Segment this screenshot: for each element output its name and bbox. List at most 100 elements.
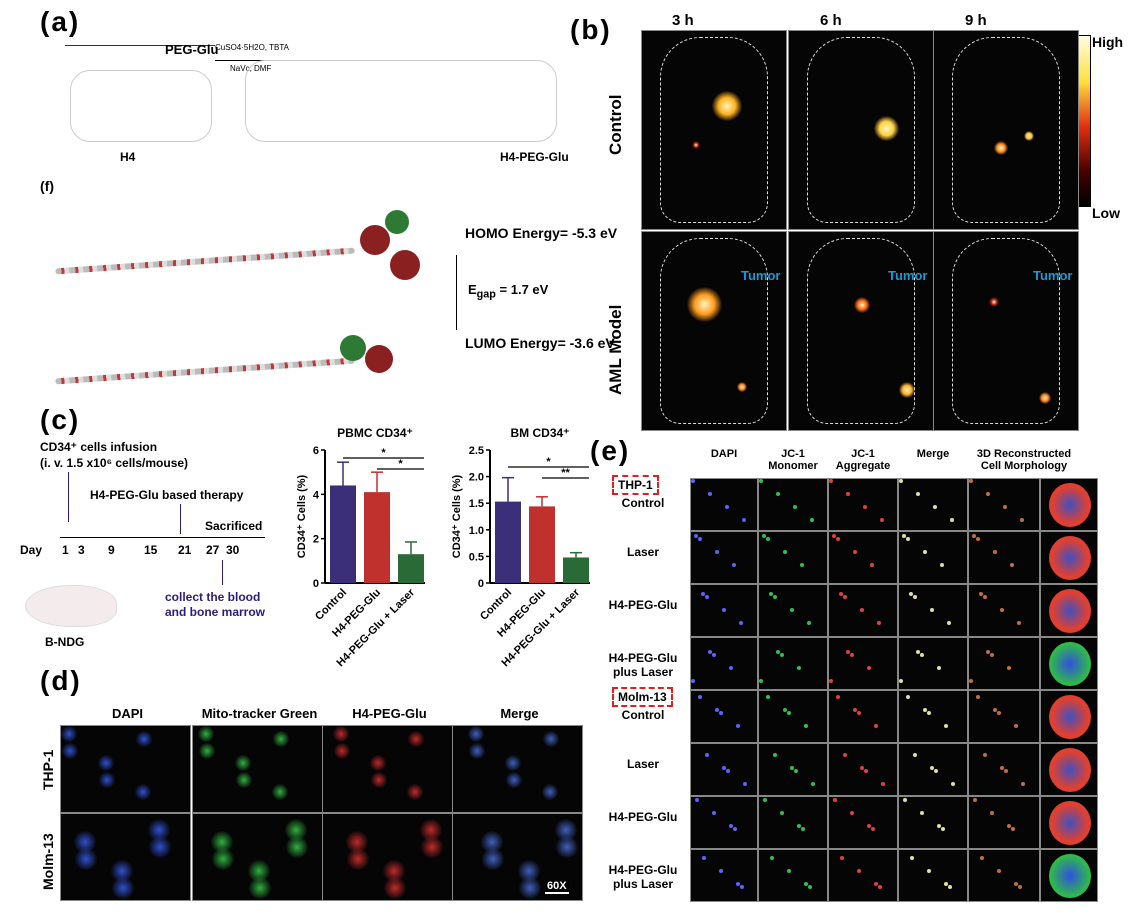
cell	[98, 755, 114, 771]
infusion-text: CD34⁺ cells infusion	[40, 440, 158, 454]
panel-a-label: (a)	[40, 6, 81, 37]
cell	[829, 479, 833, 483]
cell-3d	[1049, 642, 1091, 686]
microscopy-image	[968, 796, 1040, 849]
tumor-label: Tumor	[741, 268, 781, 283]
cell	[986, 650, 990, 654]
panel-f-label: (f)	[40, 178, 54, 194]
cell	[75, 848, 97, 870]
group-thp1: THP-1	[612, 475, 659, 495]
cell	[542, 784, 558, 800]
cell	[1007, 824, 1011, 828]
microscopy-image	[452, 813, 583, 901]
cell	[910, 856, 914, 860]
significance-label: *	[546, 456, 551, 468]
cell	[74, 831, 96, 853]
colorbar-low: Low	[1092, 205, 1120, 221]
microscopy-image	[968, 743, 1040, 796]
cell	[874, 724, 878, 728]
cell	[1021, 782, 1025, 786]
microscopy-image	[690, 584, 758, 637]
3d-cell-image	[1040, 478, 1098, 531]
therapy-arrow	[180, 504, 181, 534]
cell	[739, 621, 743, 625]
cell	[759, 479, 763, 483]
microscopy-image	[452, 725, 583, 813]
column-header: DAPI	[710, 448, 738, 460]
peg-glu-label: PEG-Glu	[165, 42, 219, 57]
fluorescence-signal	[692, 141, 700, 149]
cell	[199, 743, 215, 759]
cell	[732, 563, 736, 567]
cell	[793, 505, 797, 509]
dose-text: (i. v. 1.5 x10⁶ cells/mouse)	[40, 456, 189, 470]
cell	[983, 595, 987, 599]
mouse-image	[25, 585, 117, 627]
column-header: Merge	[916, 448, 950, 460]
cell	[235, 755, 251, 771]
cell	[972, 534, 976, 538]
cell	[766, 695, 770, 699]
cell	[762, 534, 766, 538]
significance-label: *	[381, 447, 386, 459]
cell	[99, 772, 115, 788]
microscopy-image	[690, 796, 758, 849]
cell	[810, 518, 814, 522]
column-header: JC-1 Monomer	[768, 448, 818, 472]
cell	[790, 608, 794, 612]
cell	[923, 550, 927, 554]
h4-structure	[70, 70, 212, 142]
cell	[780, 811, 784, 815]
ivis-image	[933, 231, 1079, 431]
cell	[543, 731, 559, 747]
ivis-image	[641, 231, 787, 431]
cell	[973, 798, 977, 802]
row-molm13: Molm-13	[40, 833, 56, 890]
microscopy-image	[898, 531, 968, 584]
fluorescence-signal	[994, 141, 1008, 155]
cell	[1011, 827, 1015, 831]
cell	[976, 695, 980, 699]
cell	[198, 726, 214, 742]
cell	[993, 550, 997, 554]
lumo-orbital	[340, 335, 366, 361]
row-label: H4-PEG-Glu	[608, 598, 678, 612]
cell	[983, 753, 987, 757]
microscopy-image	[828, 849, 898, 902]
cell	[691, 479, 695, 483]
y-tick-label: 1.0	[469, 525, 484, 537]
cell	[937, 824, 941, 828]
cell	[993, 708, 997, 712]
cell	[725, 505, 729, 509]
tumor-label: Tumor	[1033, 268, 1073, 283]
lumo-orbital	[365, 345, 393, 373]
cell	[383, 860, 405, 882]
microscopy-image	[898, 796, 968, 849]
cell	[1000, 608, 1004, 612]
cell	[986, 492, 990, 496]
cell	[1014, 724, 1018, 728]
microscopy-image	[898, 637, 968, 690]
cell	[272, 784, 288, 800]
microscopy-image	[758, 796, 828, 849]
cell	[211, 831, 233, 853]
mouse-outline	[660, 37, 768, 223]
cell	[705, 753, 709, 757]
cell	[248, 860, 270, 882]
cell	[149, 836, 171, 858]
y-tick-label: 2.0	[469, 472, 484, 484]
3d-cell-image	[1040, 690, 1098, 743]
cell	[940, 563, 944, 567]
cell	[787, 711, 791, 715]
group-molm13: Molm-13	[612, 687, 673, 707]
homo-orbital	[390, 250, 420, 280]
cell	[743, 782, 747, 786]
cell	[899, 679, 903, 683]
microscopy-image	[968, 478, 1040, 531]
cell	[920, 811, 924, 815]
cell	[927, 869, 931, 873]
cell	[702, 856, 706, 860]
microscopy-image	[758, 637, 828, 690]
cell	[1014, 882, 1018, 886]
cell	[722, 608, 726, 612]
